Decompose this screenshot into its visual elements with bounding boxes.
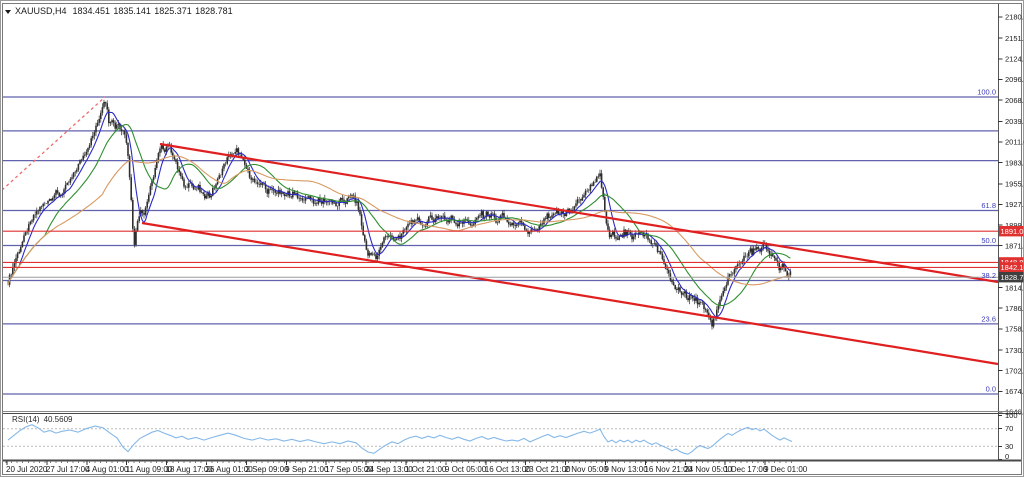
fib-level-label: 100.0	[977, 88, 996, 97]
price-tick-label: 1899.230	[1005, 221, 1024, 230]
time-tick-label: 2 Nov 05:00	[565, 465, 609, 474]
dashed-trendline[interactable]	[2, 96, 106, 190]
price-tick-label: 1955.000	[1005, 180, 1024, 189]
price-tick-label: 1927.115	[1005, 200, 1024, 209]
main-plot-area[interactable]	[3, 4, 998, 411]
time-tick-label: 9 Sep 21:00	[285, 465, 329, 474]
price-tick-label: 1814.730	[1005, 283, 1024, 292]
price-tick-label: 2096.115	[1005, 75, 1024, 84]
trend-channel-lines[interactable]	[141, 142, 998, 366]
price-tick-label: 2039.500	[1005, 117, 1024, 126]
price-badge	[999, 272, 1024, 283]
rsi-tick-label: 100	[1005, 411, 1018, 420]
price-badge	[999, 262, 1024, 273]
ma-slow-line	[7, 155, 791, 286]
price-tick-label: 1646.575	[1005, 408, 1024, 417]
time-tick-label: 1 Dec 17:00	[724, 465, 768, 474]
subwindow-splitter[interactable]	[3, 411, 1021, 414]
time-tick-label: 2 Sep 09:00	[245, 465, 289, 474]
time-tick-label: 26 Aug 01:00	[206, 465, 254, 474]
svg-text:1828.781: 1828.781	[1001, 273, 1024, 282]
symbol-info-bar: XAUUSD,H4 1834.451 1835.141 1825.371 1828.78…	[5, 6, 233, 16]
time-tick-label: 16 Nov 21:00	[644, 465, 692, 474]
time-tick-label: 9 Nov 13:00	[605, 465, 649, 474]
time-tick-label: 23 Oct 21:00	[525, 465, 571, 474]
price-axis[interactable]: 2180.615 2151.885 2124.000 2096.115 2068.230…	[998, 13, 1024, 417]
ma-fast-line	[7, 111, 791, 318]
price-tick-label: 1758.960	[1005, 325, 1024, 334]
time-tick-label: 9 Dec 01:00	[764, 465, 808, 474]
price-tick-label: 2068.230	[1005, 96, 1024, 105]
rsi-axis[interactable]: 100 70 300	[998, 411, 1018, 461]
rsi-indicator	[3, 424, 998, 455]
price-tick-label: 1871.345	[1005, 241, 1024, 250]
price-tick-label: 1983.730	[1005, 158, 1024, 167]
rsi-tick-label: 70	[1005, 424, 1013, 433]
price-axis-badges: 1891.0361848.8711842.1011828.781	[999, 226, 1024, 283]
svg-text:1891.036: 1891.036	[1001, 227, 1024, 236]
price-tick-label: 1674.460	[1005, 387, 1024, 396]
rsi-tick-label: 30	[1005, 442, 1013, 451]
fibonacci-retracement[interactable]	[3, 96, 998, 395]
time-tick-label: 1 Oct 21:00	[405, 465, 447, 474]
time-tick-label: 18 Aug 17:00	[166, 465, 214, 474]
time-tick-label: 11 Aug 09:00	[126, 465, 173, 474]
fib-level-label: 61.8	[981, 201, 996, 210]
svg-text:1842.101: 1842.101	[1001, 263, 1024, 272]
price-tick-label: 1730.230	[1005, 346, 1024, 355]
symbol-dropdown-icon[interactable]	[5, 10, 11, 14]
time-tick-label: 4 Aug 01:00	[86, 465, 129, 474]
price-tick-label: 1702.345	[1005, 366, 1024, 375]
price-tick-label: 2011.615	[1005, 138, 1024, 147]
rsi-plot-area[interactable]	[3, 415, 998, 459]
symbol-info-text: XAUUSD,H4 1834.451 1835.141 1825.371 1828.78…	[15, 6, 233, 16]
time-tick-label: 24 Sep 13:00	[365, 465, 413, 474]
fib-level-label: 50.0	[981, 236, 996, 245]
rsi-tick-label: 0	[1005, 452, 1009, 461]
moving-averages-layer	[7, 111, 791, 318]
fib-level-label: 0.0	[986, 385, 996, 394]
time-tick-label: 9 Oct 05:00	[445, 465, 487, 474]
price-tick-label: 2180.615	[1005, 13, 1024, 22]
fib-level-label: 38.2	[981, 271, 996, 280]
price-tick-label: 2151.885	[1005, 34, 1024, 43]
price-tick-label: 2124.000	[1005, 55, 1024, 64]
channel-upper-trendline[interactable]	[159, 142, 998, 284]
price-badge	[999, 226, 1024, 237]
time-tick-label: 24 Nov 05:00	[684, 465, 732, 474]
time-tick-label: 20 Jul 2020	[6, 465, 48, 474]
time-tick-label: 16 Oct 13:00	[485, 465, 531, 474]
fibonacci-labels: 100.0 61.8 50.0 38.2 23.6 0.0	[977, 88, 996, 394]
fib-level-label: 23.6	[981, 314, 996, 323]
time-tick-label: 17 Sep 05:00	[325, 465, 373, 474]
time-tick-label: 27 Jul 17:00	[46, 465, 90, 474]
horizontal-price-lines[interactable]	[3, 230, 998, 268]
price-tick-label: 1786.845	[1005, 304, 1024, 313]
ma-medium-line	[7, 123, 791, 306]
rsi-label: RSI(14) 40.5609	[12, 415, 73, 424]
rsi-line	[7, 424, 793, 455]
channel-lower-trendline[interactable]	[141, 221, 998, 366]
